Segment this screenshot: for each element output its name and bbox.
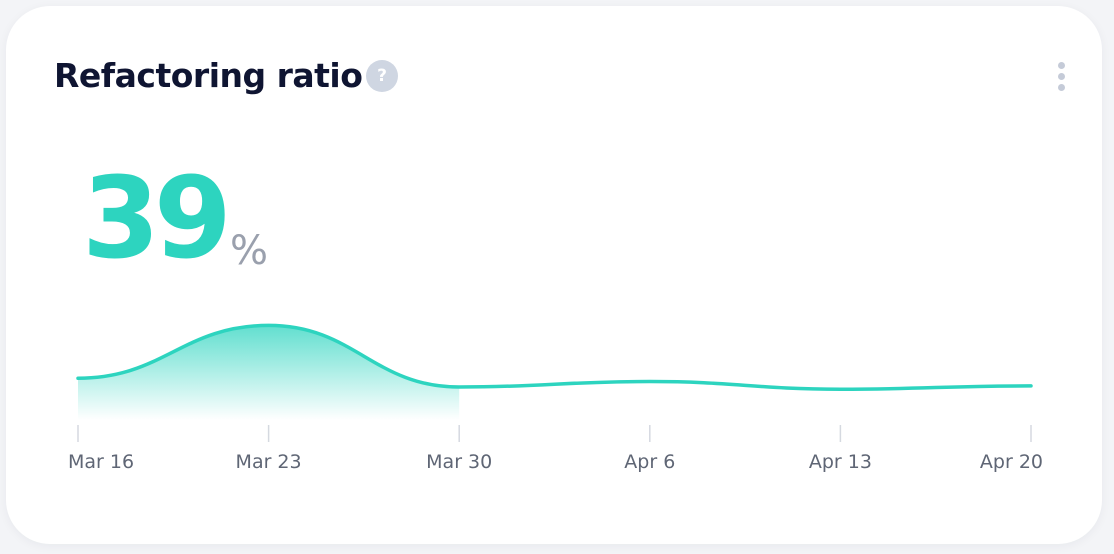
series-area xyxy=(78,325,460,420)
more-options-icon[interactable] xyxy=(1048,58,1074,94)
x-tick-label: Mar 30 xyxy=(426,451,492,473)
series-line xyxy=(76,323,1033,391)
help-glyph: ? xyxy=(377,66,387,86)
metric-value: 39 xyxy=(82,154,232,284)
x-tick-label: Mar 16 xyxy=(68,451,134,473)
card-title: Refactoring ratio xyxy=(54,56,363,95)
help-icon[interactable]: ? xyxy=(366,60,398,92)
x-tick-label: Apr 20 xyxy=(980,451,1043,473)
refactoring-ratio-card: Refactoring ratio ? 39 % xyxy=(6,6,1102,544)
x-axis: Mar 16 Mar 23 Mar 30 Apr 6 Apr 13 Apr 20 xyxy=(68,425,1043,473)
x-tick-label: Apr 6 xyxy=(624,451,675,473)
x-tick-label: Mar 23 xyxy=(236,451,302,473)
kebab-dot xyxy=(1057,61,1065,69)
kebab-dot xyxy=(1057,83,1065,91)
metric-unit: % xyxy=(230,228,269,274)
kebab-dot xyxy=(1057,72,1065,80)
x-tick-label: Apr 13 xyxy=(809,451,872,473)
